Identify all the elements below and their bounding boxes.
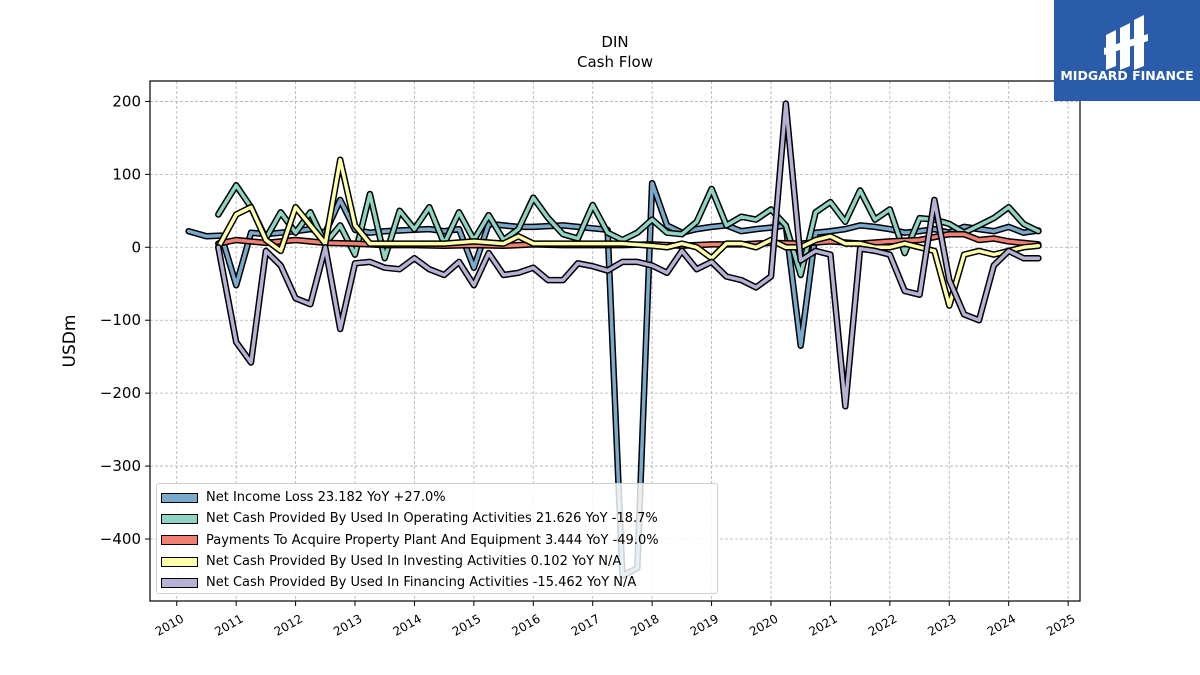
- legend-label: Net Income Loss 23.182 YoY +27.0%: [206, 490, 446, 506]
- legend-label: Net Cash Provided By Used In Financing A…: [206, 575, 637, 591]
- legend-swatch: [161, 577, 198, 588]
- logo-text: MIDGARD FINANCE: [1060, 68, 1194, 83]
- plot-frame: [149, 80, 1081, 602]
- y-tick-label: −100: [100, 311, 141, 329]
- x-tick-label: 2022: [866, 611, 899, 638]
- legend-label: Payments To Acquire Property Plant And E…: [206, 532, 659, 548]
- brand-logo: MIDGARD FINANCE: [1054, 0, 1200, 101]
- x-tick-label: 2011: [212, 611, 245, 638]
- x-tick-label: 2025: [1044, 611, 1077, 638]
- legend-item: Net Cash Provided By Used In Financing A…: [161, 572, 717, 593]
- x-tick-label: 2010: [153, 611, 186, 638]
- y-tick-label: 200: [112, 92, 141, 110]
- x-tick-label: 2015: [450, 611, 483, 638]
- x-tick-label: 2016: [509, 611, 542, 638]
- y-tick-label: −200: [100, 384, 141, 402]
- midgard-logo-icon: [1104, 15, 1148, 70]
- chart-legend: Net Income Loss 23.182 YoY +27.0% Net Ca…: [156, 483, 718, 594]
- x-tick-label: 2019: [688, 611, 721, 638]
- legend-item: Payments To Acquire Property Plant And E…: [161, 530, 717, 551]
- legend-label: Net Cash Provided By Used In Operating A…: [206, 511, 658, 527]
- legend-item: Net Cash Provided By Used In Investing A…: [161, 551, 717, 572]
- x-tick-label: 2018: [628, 611, 661, 638]
- x-tick-label: 2017: [569, 611, 602, 638]
- x-tick-label: 2021: [806, 611, 839, 638]
- x-tick-label: 2024: [985, 611, 1018, 638]
- legend-swatch: [161, 513, 198, 524]
- chart-subtitle: Cash Flow: [577, 53, 653, 71]
- x-tick-label: 2023: [925, 611, 958, 638]
- x-tick-label: 2014: [390, 611, 423, 638]
- y-axis-label: USDm: [60, 315, 80, 368]
- series-line: [216, 101, 1041, 409]
- y-tick-label: 0: [131, 238, 141, 256]
- legend-item: Net Cash Provided By Used In Operating A…: [161, 508, 717, 529]
- series-outline: [215, 100, 1042, 410]
- legend-swatch: [161, 535, 198, 546]
- chart-title: DIN: [601, 33, 628, 51]
- legend-label: Net Cash Provided By Used In Investing A…: [206, 554, 622, 570]
- series-line: [216, 158, 1041, 308]
- x-tick-label: 2012: [272, 611, 305, 638]
- series-layer: [185, 100, 1042, 579]
- y-tick-label: −300: [100, 457, 141, 475]
- legend-swatch: [161, 556, 198, 567]
- x-tick-label: 2013: [331, 611, 364, 638]
- legend-swatch: [161, 492, 198, 503]
- legend-item: Net Income Loss 23.182 YoY +27.0%: [161, 487, 717, 508]
- x-tick-label: 2020: [747, 611, 780, 638]
- y-tick-label: −400: [100, 530, 141, 548]
- y-tick-label: 100: [112, 165, 141, 183]
